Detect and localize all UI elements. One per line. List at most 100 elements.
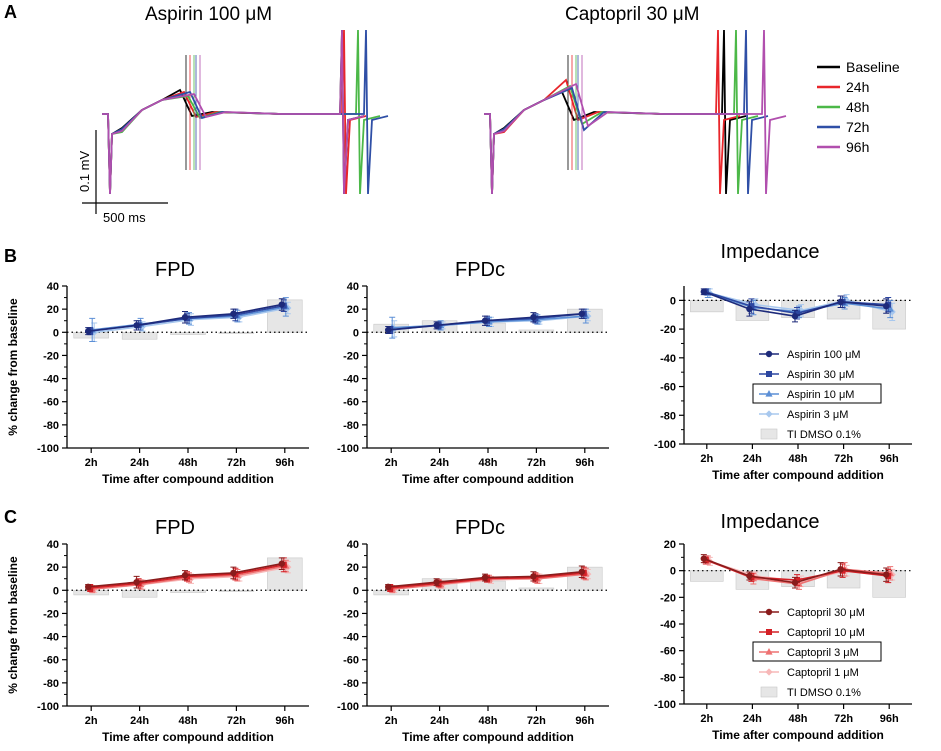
panel-label-a: A: [4, 2, 17, 22]
y-tick-label: -80: [343, 420, 359, 432]
data-point: [837, 566, 844, 573]
data-point: [278, 301, 285, 308]
x-tick-label: 24h: [430, 715, 449, 727]
chart-title: FPD: [155, 517, 195, 539]
data-point: [278, 560, 285, 567]
x-tick-label: 24h: [743, 713, 762, 725]
legend-label: TI DMSO 0.1%: [787, 429, 861, 441]
panel-a: A Aspirin 100 μM Captopril 30 μM Baselin…: [4, 2, 900, 225]
chart-title: FPDc: [455, 259, 505, 281]
y-tick-label: -60: [660, 382, 676, 394]
x-tick-label: 48h: [179, 715, 198, 727]
chart-title: Impedance: [721, 241, 820, 263]
y-tick-label: -100: [337, 701, 359, 713]
data-point: [883, 571, 890, 578]
chart-legend: Captopril 30 μM Captopril 10 μM Captopril …: [752, 607, 882, 699]
y-tick-label: -100: [654, 439, 676, 451]
chart-title: FPDc: [455, 517, 505, 539]
x-tick-label: 2h: [700, 713, 713, 725]
y-tick-label: 0: [353, 585, 359, 597]
x-tick-label: 96h: [880, 453, 899, 465]
data-point: [791, 312, 799, 320]
chart-b-fpdc: FPDc 40 20 0 -20 -40 -60 -80 -100 2h 24h 48h 72h 96hT…: [337, 259, 609, 486]
y-tick-label: 20: [47, 562, 59, 574]
trace-title-captopril: Captopril 30 μM: [565, 4, 700, 25]
y-tick-label: -80: [43, 420, 59, 432]
y-tick-label: -20: [43, 350, 59, 362]
x-axis-label: Time after compound addition: [712, 468, 884, 482]
chart-b-impedance: Impedance 0 -20 -40 -60 -80 -100 2h 24h 48h 72h 96h…: [654, 241, 912, 482]
y-tick-label: -40: [660, 619, 676, 631]
y-tick-label: 0: [670, 566, 676, 578]
y-tick-label: 20: [47, 304, 59, 316]
chart-title: FPD: [155, 259, 195, 281]
dmso-bar: [218, 589, 255, 592]
chart-b-fpd: FPD 40 20 0 -20 -40 -60 -80 -100 2h 24h 48h 72h 96hTi…: [6, 259, 309, 486]
legend-marker: [765, 410, 773, 418]
dmso-bar: [518, 587, 555, 591]
data-point: [181, 572, 189, 579]
data-point: [481, 574, 489, 581]
data-point: [133, 322, 140, 329]
data-point: [746, 305, 753, 313]
data-point: [230, 310, 237, 317]
x-axis-label: Time after compound addition: [402, 730, 574, 744]
y-tick-label: -60: [43, 397, 59, 409]
legend-label: Captopril 3 μM: [787, 647, 859, 659]
data-point: [85, 583, 92, 591]
legend-label: Aspirin 30 μM: [787, 369, 854, 381]
y-tick-label: 20: [664, 539, 676, 551]
y-tick-label: -40: [343, 632, 359, 644]
x-tick-label: 24h: [743, 453, 762, 465]
trace-title-aspirin: Aspirin 100 μM: [145, 4, 272, 25]
y-tick-label: -20: [660, 324, 676, 336]
legend-label-24h: 24h: [846, 79, 869, 95]
legend-label: Captopril 10 μM: [787, 627, 865, 639]
legend-label: Aspirin 3 μM: [787, 409, 848, 421]
x-tick-label: 2h: [385, 457, 398, 469]
data-point: [181, 314, 189, 321]
chart-c-fpd: FPD 40 20 0 -20 -40 -60 -80 -100 2h 24h 48h 72h 96hTi…: [6, 517, 309, 744]
x-tick-label: 48h: [789, 713, 808, 725]
data-point: [481, 317, 489, 324]
y-tick-label: 0: [53, 585, 59, 597]
y-tick-label: -40: [43, 374, 59, 386]
panel-label-c: C: [4, 507, 17, 527]
y-tick-label: -100: [37, 701, 59, 713]
x-tick-label: 2h: [385, 715, 398, 727]
x-axis-label: Time after compound addition: [102, 472, 274, 486]
dmso-bar: [121, 589, 158, 598]
legend-marker: [766, 371, 772, 377]
trace-96h: [102, 29, 365, 195]
x-tick-label: 96h: [275, 715, 294, 727]
y-tick-label: -80: [43, 678, 59, 690]
y-tick-label: -80: [660, 672, 676, 684]
dmso-bar: [121, 331, 158, 340]
y-axis-label: % change from baseline: [6, 556, 20, 694]
data-point: [837, 298, 844, 305]
data-point: [85, 327, 92, 335]
data-point: [700, 288, 707, 295]
legend-label-96h: 96h: [846, 139, 869, 155]
legend-marker: [765, 608, 773, 616]
scale-voltage-label: 0.1 mV: [77, 150, 92, 192]
x-tick-label: 24h: [430, 457, 449, 469]
x-tick-label: 72h: [527, 715, 546, 727]
y-tick-label: -20: [343, 350, 359, 362]
legend-dmso-swatch: [760, 428, 778, 440]
dmso-bar: [518, 329, 555, 333]
panel-label-b: B: [4, 246, 17, 266]
chart-title: Impedance: [721, 511, 820, 533]
y-tick-label: -20: [43, 608, 59, 620]
x-tick-label: 2h: [700, 453, 713, 465]
data-point: [578, 568, 585, 575]
y-tick-label: 20: [347, 562, 359, 574]
y-tick-label: -80: [343, 678, 359, 690]
series-captopril-30-m: [85, 557, 285, 591]
legend-label: Aspirin 10 μM: [787, 389, 854, 401]
x-axis-label: Time after compound addition: [402, 472, 574, 486]
legend-marker: [765, 648, 773, 655]
data-point: [230, 569, 237, 577]
scale-bar: 0.1 mV 500 ms: [77, 130, 168, 225]
